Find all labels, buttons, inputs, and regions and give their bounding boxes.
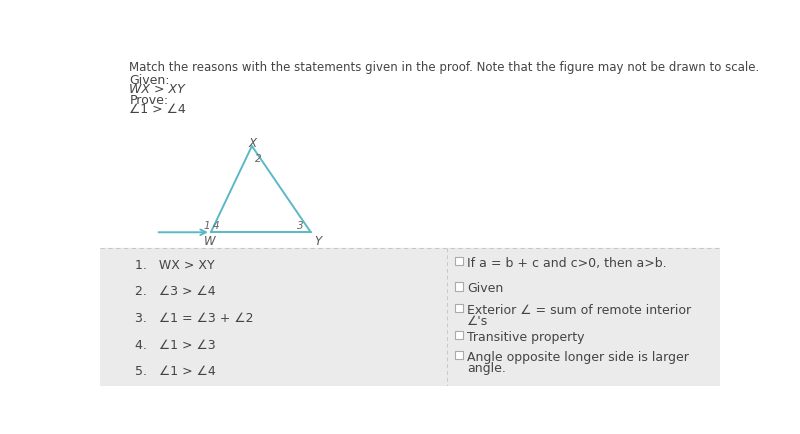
Text: ∠1 > ∠4: ∠1 > ∠4 [130, 103, 186, 116]
Text: 2.   ∠3 > ∠4: 2. ∠3 > ∠4 [135, 285, 215, 298]
Text: 3: 3 [297, 221, 303, 231]
Bar [100, 248, 720, 386]
Text: Given:: Given: [130, 74, 170, 87]
Text: Exterior ∠ = sum of remote interior: Exterior ∠ = sum of remote interior [467, 304, 691, 317]
Text: Match the reasons with the statements given in the proof. Note that the figure m: Match the reasons with the statements gi… [130, 61, 760, 74]
Text: Prove:: Prove: [130, 94, 169, 107]
Text: If a = b + c and c>0, then a>b.: If a = b + c and c>0, then a>b. [467, 257, 667, 270]
Text: ∠'s: ∠'s [467, 315, 489, 328]
Text: 2: 2 [255, 154, 262, 164]
Bar [455, 257, 463, 265]
Text: Y: Y [314, 234, 322, 247]
Text: 4: 4 [213, 221, 220, 231]
Text: 5.   ∠1 > ∠4: 5. ∠1 > ∠4 [135, 365, 216, 378]
Bar [455, 282, 463, 291]
Text: 1.   WX > XY: 1. WX > XY [135, 259, 214, 272]
Bar [455, 351, 463, 359]
Text: WX > XY: WX > XY [130, 83, 185, 96]
Bar [455, 304, 463, 312]
Text: angle.: angle. [467, 362, 506, 375]
Text: 1: 1 [203, 221, 210, 231]
Text: Angle opposite longer side is larger: Angle opposite longer side is larger [467, 351, 690, 364]
Text: W: W [203, 234, 215, 247]
Text: Given: Given [467, 282, 504, 295]
Bar [455, 331, 463, 339]
Text: X: X [249, 137, 257, 150]
Text: 4.   ∠1 > ∠3: 4. ∠1 > ∠3 [135, 339, 215, 352]
Text: Transitive property: Transitive property [467, 331, 585, 344]
Text: 3.   ∠1 = ∠3 + ∠2: 3. ∠1 = ∠3 + ∠2 [135, 312, 254, 325]
